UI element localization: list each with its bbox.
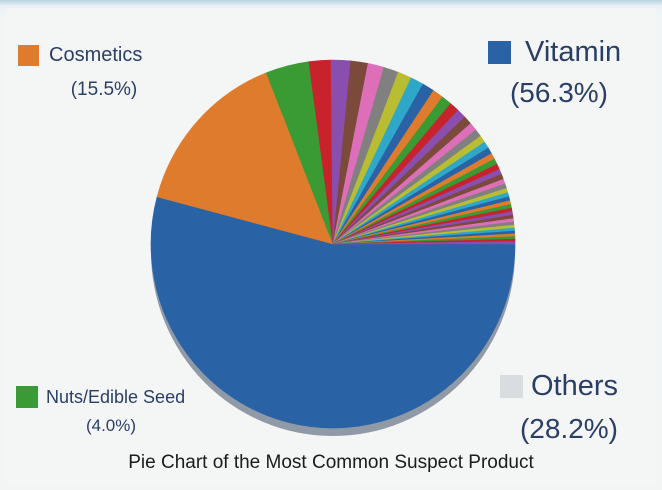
chart-caption: Pie Chart of the Most Common Suspect Pro… bbox=[128, 452, 534, 473]
legend-label-nuts: Nuts/Edible Seed bbox=[46, 386, 186, 407]
legend-pct-vitamin: (56.3%) bbox=[509, 77, 609, 108]
legend-swatch-others bbox=[500, 375, 523, 398]
legend-label-cosmetics: Cosmetics bbox=[49, 44, 143, 66]
legend-vitamin: Vitamin (56.3%) bbox=[488, 36, 630, 109]
legend-label-others: Others bbox=[531, 370, 619, 402]
legend-pct-nuts: (4.0%) bbox=[85, 416, 137, 435]
legend-swatch-cosmetics bbox=[18, 45, 39, 66]
legend-swatch-nuts bbox=[16, 386, 38, 408]
pie-slice-cosmetics bbox=[156, 72, 334, 245]
legend-others: Others (28.2%) bbox=[500, 370, 638, 445]
pie-slice-others-42 bbox=[332, 241, 516, 245]
legend-nuts: Nuts/Edible Seed (4.0%) bbox=[16, 386, 206, 436]
legend-cosmetics: Cosmetics (15.5%) bbox=[18, 44, 190, 101]
legend-label-vitamin: Vitamin bbox=[525, 36, 622, 68]
legend-pct-cosmetics: (15.5%) bbox=[70, 79, 138, 100]
pie-slice-vitamin bbox=[150, 196, 516, 429]
legend-swatch-vitamin bbox=[488, 41, 511, 64]
legend-pct-others: (28.2%) bbox=[519, 413, 619, 444]
